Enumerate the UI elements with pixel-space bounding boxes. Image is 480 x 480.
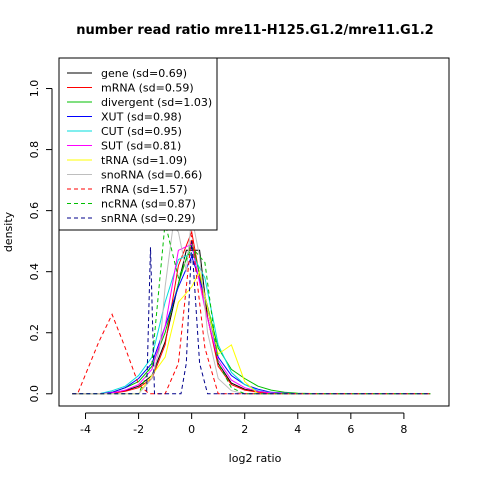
series-line-1 (72, 230, 431, 395)
x-tick-label: -4 (80, 423, 91, 436)
plot-frame (58, 57, 450, 407)
legend-entry-label: gene (sd=0.69) (101, 67, 187, 80)
x-tick-label: -2 (133, 423, 144, 436)
legend: gene (sd=0.69) mRNA (sd=0.59)divergent (s… (58, 57, 218, 231)
series-line-2 (72, 239, 431, 395)
x-axis-label: log2 ratio (229, 452, 282, 465)
series-line-9 (72, 222, 431, 395)
legend-entry-label: XUT (sd=0.98) (101, 111, 182, 124)
series-line-3 (72, 255, 431, 395)
legend-entry-label: ncRNA (sd=0.87) (101, 198, 196, 211)
x-tick-label: 2 (241, 423, 248, 436)
axes-layer: -4 -2 0 2 4 6 8 0.0 0.2 0.4 0.6 0.8 1.0 (28, 57, 450, 436)
y-axis-label: density (2, 211, 15, 252)
legend-entry-label: snoRNA (sd=0.66) (101, 169, 202, 182)
legend-entry-label: tRNA (sd=1.09) (101, 154, 187, 167)
series-line-6 (72, 270, 431, 395)
series-layer (72, 216, 431, 395)
x-tick-label: 4 (294, 423, 301, 436)
y-tick-label: 0.6 (28, 202, 41, 220)
legend-entry-label: SUT (sd=0.81) (101, 140, 181, 153)
chart-title: number read ratio mre11-H125.G1.2/mre11.… (76, 23, 433, 38)
x-tick-label: 8 (400, 423, 407, 436)
legend-entry-label: snRNA (sd=0.29) (101, 212, 196, 225)
legend-entry-label: divergent (sd=1.03) (101, 96, 212, 109)
series-line-4 (72, 252, 431, 395)
y-tick-label: 0.4 (28, 263, 41, 281)
y-tick-label: 0.8 (28, 141, 41, 159)
y-tick-label: 1.0 (28, 80, 41, 98)
x-tick-label: 6 (347, 423, 354, 436)
series-line-0 (72, 249, 431, 395)
series-line-10 (72, 241, 431, 395)
series-line-7 (72, 216, 431, 395)
legend-entry-label: mRNA (sd=0.59) (101, 82, 194, 95)
y-tick-label: 0.0 (28, 385, 41, 403)
legend-entry-label: CUT (sd=0.95) (101, 125, 182, 138)
series-line-5 (72, 243, 431, 395)
y-tick-label: 0.2 (28, 324, 41, 342)
x-tick-label: 0 (188, 423, 195, 436)
legend-box (58, 57, 218, 231)
series-line-8 (72, 235, 431, 395)
legend-entry-label: rRNA (sd=1.57) (101, 183, 187, 196)
